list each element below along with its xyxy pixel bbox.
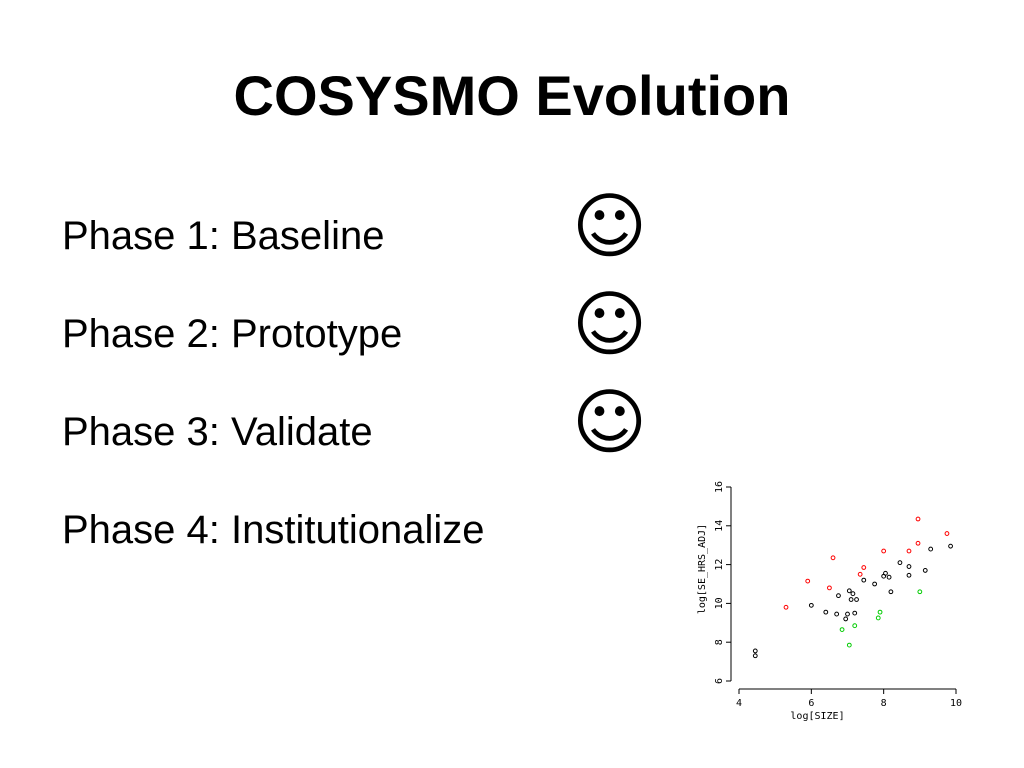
- data-point: [888, 589, 894, 595]
- data-point: [948, 543, 953, 549]
- data-point: [843, 616, 849, 622]
- data-point: [846, 588, 852, 594]
- data-point: [872, 581, 878, 587]
- phase-label: Phase 4: Institutionalize: [62, 508, 485, 552]
- data-point: [845, 611, 850, 617]
- phase-item-1: Phase 1: Baseline: [62, 208, 622, 306]
- smiley-icon: ☺: [572, 184, 648, 268]
- phase-list: Phase 1: Baseline Phase 2: Prototype Pha…: [62, 208, 622, 600]
- data-point: [861, 565, 867, 570]
- y-tick-label: 8: [714, 639, 725, 645]
- x-tick-label: 10: [950, 698, 962, 709]
- data-point: [783, 604, 789, 610]
- phase-label: Phase 1: Baseline: [62, 214, 385, 258]
- y-axis-title: log[SE_HRS_ADJ]: [697, 524, 708, 614]
- data-point: [752, 648, 758, 654]
- data-point: [922, 568, 928, 573]
- y-tick-label: 10: [714, 597, 725, 609]
- data-point: [857, 571, 863, 577]
- phase-item-3: Phase 3: Validate: [62, 404, 622, 502]
- data-point: [917, 589, 923, 595]
- data-point: [846, 642, 852, 648]
- data-point: [823, 609, 829, 615]
- slide-title: COSYSMO Evolution: [233, 64, 791, 127]
- data-point: [850, 591, 856, 597]
- data-point: [897, 560, 903, 566]
- data-point: [805, 578, 811, 584]
- data-point: [928, 546, 934, 552]
- data-point: [834, 611, 840, 617]
- data-point: [808, 602, 814, 608]
- data-point: [906, 572, 912, 578]
- data-point: [848, 597, 854, 602]
- data-point: [836, 593, 841, 599]
- data-point: [861, 577, 867, 583]
- y-tick-label: 12: [714, 559, 725, 571]
- phase-label: Phase 2: Prototype: [62, 312, 403, 356]
- data-point: [839, 627, 845, 632]
- data-point: [886, 574, 892, 580]
- data-point: [906, 548, 912, 554]
- phase-item-4: Phase 4: Institutionalize: [62, 502, 622, 600]
- data-point: [854, 597, 859, 602]
- data-point: [915, 540, 921, 546]
- data-point: [915, 516, 921, 522]
- data-point: [852, 610, 858, 616]
- y-tick-label: 16: [714, 481, 725, 493]
- x-tick-label: 6: [808, 698, 814, 709]
- phase-label: Phase 3: Validate: [62, 410, 373, 454]
- phase-item-2: Phase 2: Prototype: [62, 306, 622, 404]
- data-point: [752, 653, 758, 659]
- scatter-chart: 4 6 8 10 6 8 10 12 14 16 log[SIZE] log[SE_HRS_ADJ]: [690, 474, 970, 734]
- scatter-chart-svg: 4 6 8 10 6 8 10 12 14 16 log[SIZE] log[SE_HRS_ADJ]: [697, 481, 962, 722]
- data-point: [852, 623, 858, 629]
- data-point: [881, 548, 887, 554]
- data-point: [830, 555, 836, 561]
- x-tick-label: 8: [881, 698, 887, 709]
- data-point: [875, 615, 881, 621]
- x-axis-title: log[SIZE]: [790, 711, 844, 722]
- data-point: [827, 585, 832, 591]
- data-point: [877, 609, 883, 615]
- x-tick-label: 4: [736, 698, 742, 709]
- data-point: [944, 531, 950, 536]
- y-tick-label: 6: [714, 678, 725, 684]
- smiley-icon: ☺: [572, 282, 648, 366]
- y-tick-label: 14: [714, 520, 725, 532]
- data-point: [883, 570, 888, 576]
- data-point: [906, 564, 912, 569]
- smiley-icon: ☺: [572, 380, 648, 464]
